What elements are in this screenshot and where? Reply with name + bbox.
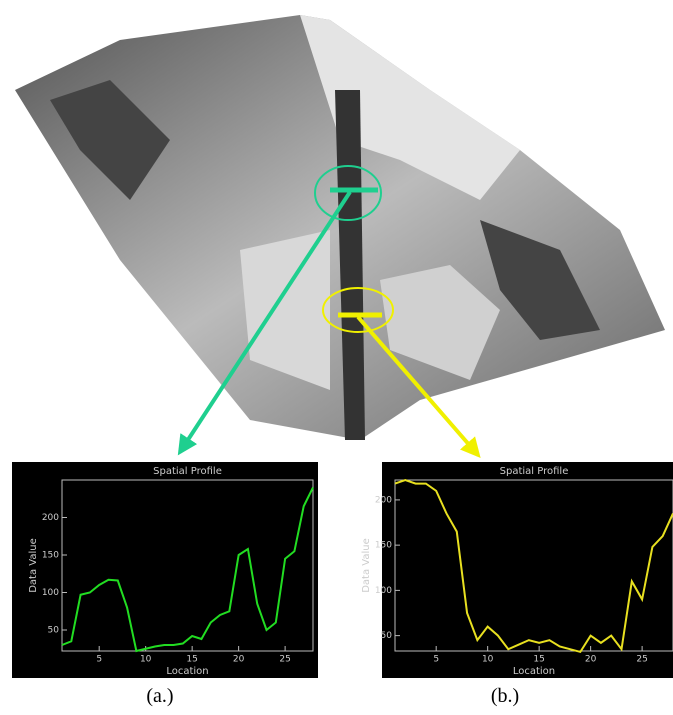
- y-tick-label: 150: [375, 541, 392, 551]
- y-tick-label: 200: [375, 495, 392, 505]
- marker-ellipse: [322, 287, 394, 333]
- plot-frame: [61, 479, 314, 652]
- arrow: [177, 190, 352, 456]
- data-line: [61, 487, 314, 653]
- y-tick-label: 50: [381, 631, 393, 641]
- y-tick-label: 150: [42, 551, 59, 561]
- terrain: [15, 15, 665, 440]
- y-tick-label: 100: [375, 586, 392, 596]
- x-tick-label: 20: [233, 655, 245, 665]
- plot-frame: [394, 479, 673, 652]
- y-tick-label: 100: [42, 588, 59, 598]
- caption: (b.): [491, 685, 519, 707]
- y-tick-label: 50: [48, 626, 60, 636]
- x-tick-label: 10: [140, 655, 152, 665]
- arrow: [356, 315, 481, 459]
- x-tick-label: 15: [186, 655, 197, 665]
- x-tick-label: 10: [482, 655, 494, 665]
- plot-panel: [382, 462, 673, 678]
- x-tick-label: 25: [636, 655, 647, 665]
- x-tick-label: 25: [279, 655, 290, 665]
- chart-title: Spatial Profile: [500, 466, 569, 477]
- y-axis-label: Data Value: [361, 538, 372, 593]
- y-axis-label: Data Value: [28, 538, 39, 593]
- plot-panel: [12, 462, 318, 678]
- caption: (a.): [146, 685, 173, 707]
- x-axis-label: Location: [166, 666, 208, 677]
- x-tick-label: 5: [433, 655, 439, 665]
- marker-ellipse: [314, 165, 382, 221]
- x-tick-label: 20: [585, 655, 597, 665]
- x-tick-label: 5: [96, 655, 102, 665]
- y-tick-label: 200: [42, 513, 59, 523]
- data-line: [394, 478, 673, 654]
- x-tick-label: 15: [533, 655, 544, 665]
- chart-title: Spatial Profile: [153, 466, 222, 477]
- x-axis-label: Location: [513, 666, 555, 677]
